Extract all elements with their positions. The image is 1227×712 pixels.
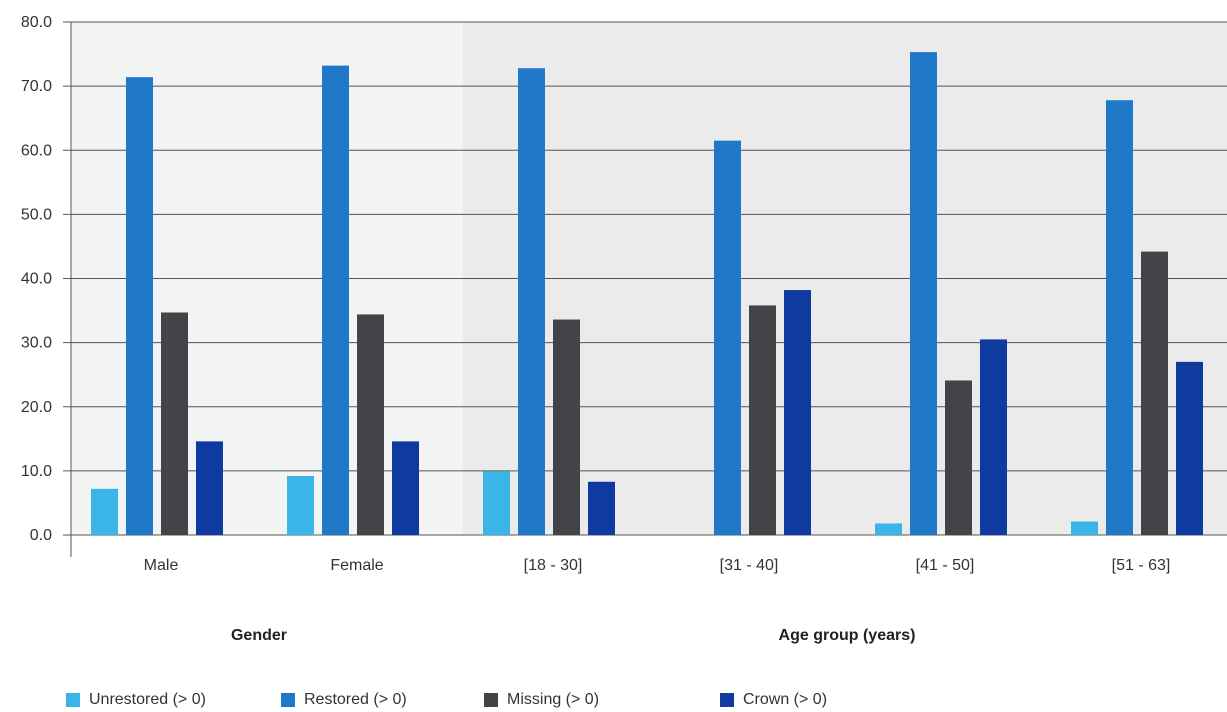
bar [91,488,118,535]
y-tick-label: 20.0 [21,399,52,416]
bar [945,380,972,535]
bar [553,319,580,535]
bar [1106,100,1133,536]
legend-label: Unrestored (> 0) [89,691,206,708]
x-tick-label: [18 - 30] [524,557,583,574]
bar [322,65,349,535]
legend-label: Crown (> 0) [743,691,828,708]
bar-chart: 0.0 10.0 20.0 30.0 40.0 50.0 60.0 70.0 80.0 Male F… [21,14,1227,644]
bar [287,476,314,535]
bar [518,68,545,536]
y-tick-label: 40.0 [21,271,52,288]
legend-item: Unrestored (> 0) [66,689,206,711]
x-tick-label: [51 - 63] [1112,557,1171,574]
bar [196,441,223,535]
bar [749,305,776,535]
x-tick-label: [41 - 50] [916,557,975,574]
y-tick-label: 70.0 [21,78,52,95]
y-tick-label: 10.0 [21,463,52,480]
legend-swatch [484,693,498,707]
bar [714,140,741,535]
bar [588,481,615,535]
bar [875,523,902,535]
x-tick-label: Male [144,557,179,574]
bar [980,339,1007,535]
legend-item: Restored (> 0) [281,689,407,711]
bar [161,312,188,535]
y-tick-label: 80.0 [21,14,52,31]
x-tick-label: Female [330,557,383,574]
legend-swatch [281,693,295,707]
bar [392,441,419,535]
bar [1071,521,1098,535]
x-tick-label: [31 - 40] [720,557,779,574]
legend-item: Crown (> 0) [720,689,827,711]
legend-item: Missing (> 0) [484,689,599,711]
y-tick-label: 0.0 [30,527,52,544]
bar [1176,361,1203,535]
y-tick-label: 30.0 [21,335,52,352]
legend-swatch [66,693,80,707]
group-title: Gender [231,627,287,644]
legend-label: Missing (> 0) [507,691,600,708]
bar [126,77,153,536]
bar [1141,251,1168,535]
bar [357,314,384,535]
legend-label: Restored (> 0) [304,691,407,708]
group-title: Age group (years) [779,627,916,644]
legend-swatch [720,693,734,707]
bar [784,290,811,535]
y-tick-label: 50.0 [21,206,52,223]
y-tick-label: 60.0 [21,142,52,159]
bar [483,471,510,535]
bar [910,52,937,536]
